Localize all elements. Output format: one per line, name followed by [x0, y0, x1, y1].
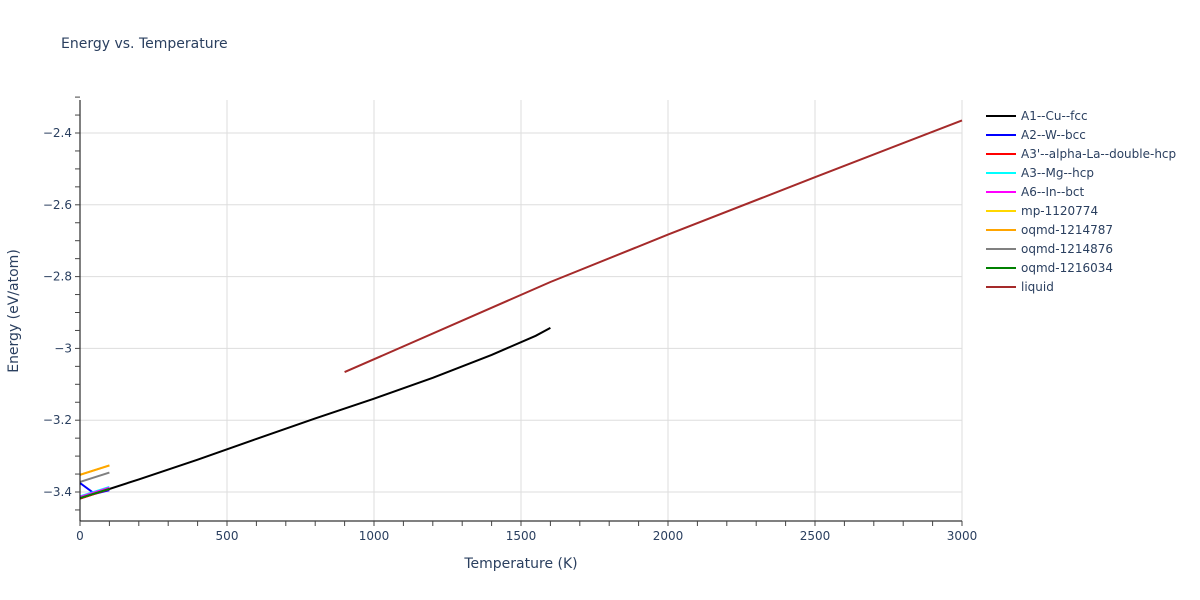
- data-traces: [79, 119, 963, 500]
- x-tick-label: 3000: [947, 529, 978, 543]
- legend-line-icon: [986, 266, 1016, 269]
- x-tick-label: 1000: [359, 529, 390, 543]
- legend-line-icon: [986, 190, 1016, 193]
- legend-line-icon: [986, 285, 1016, 288]
- y-tick-label: −2.4: [43, 126, 72, 140]
- legend-item[interactable]: oqmd-1216034: [986, 258, 1176, 277]
- legend-label: A6--In--bct: [1021, 184, 1085, 199]
- legend-line-icon: [986, 247, 1016, 250]
- y-tick-label: −3.4: [43, 485, 72, 499]
- legend-line-icon: [986, 171, 1016, 174]
- legend-item[interactable]: A6--In--bct: [986, 182, 1176, 201]
- x-axis-title: Temperature (K): [463, 556, 577, 572]
- trace-oqmd-1214876[interactable]: [79, 471, 110, 483]
- x-tick-label: 1500: [506, 529, 537, 543]
- y-tick-label: −2.6: [43, 198, 72, 212]
- legend-label: A3--Mg--hcp: [1021, 165, 1094, 180]
- axes: 0 500 1000 1500 2000 2500 3000 −3.4 −3.2 −3 −2.8 −2…: [43, 96, 978, 543]
- x-tick-label: 500: [216, 529, 239, 543]
- legend-item[interactable]: A2--W--bcc: [986, 125, 1176, 144]
- trace-oqmd-1214787[interactable]: [79, 464, 110, 476]
- legend-item[interactable]: A3--Mg--hcp: [986, 163, 1176, 182]
- trace-a6-in-bct[interactable]: [79, 486, 110, 498]
- legend-item[interactable]: liquid: [986, 277, 1176, 296]
- legend-item[interactable]: A3'--alpha-La--double-hcp: [986, 144, 1176, 163]
- legend-line-icon: [986, 228, 1016, 231]
- legend-line-icon: [986, 114, 1016, 117]
- chart-title: Energy vs. Temperature: [61, 36, 228, 52]
- gridlines: [80, 100, 963, 521]
- legend-label: liquid: [1021, 279, 1054, 294]
- legend-item[interactable]: mp-1120774: [986, 201, 1176, 220]
- legend-label: oqmd-1216034: [1021, 260, 1114, 275]
- legend-label: A1--Cu--fcc: [1021, 108, 1088, 123]
- x-tick-label: 2000: [653, 529, 684, 543]
- legend-line-icon: [986, 209, 1016, 212]
- x-tick-label: 2500: [800, 529, 831, 543]
- legend: A1--Cu--fcc A2--W--bcc A3'--alpha-La--doub…: [986, 106, 1176, 296]
- legend-label: mp-1120774: [1021, 203, 1099, 218]
- trace-a1-cu-fcc[interactable]: [79, 327, 551, 500]
- y-tick-label: −3: [54, 341, 72, 355]
- legend-label: oqmd-1214876: [1021, 241, 1114, 256]
- legend-label: oqmd-1214787: [1021, 222, 1114, 237]
- x-tick-label: 0: [76, 529, 84, 543]
- trace-oqmd-1216034[interactable]: [79, 487, 110, 500]
- y-tick-label: −2.8: [43, 270, 72, 284]
- legend-line-icon: [986, 152, 1016, 155]
- legend-line-icon: [986, 133, 1016, 136]
- legend-item[interactable]: oqmd-1214876: [986, 239, 1176, 258]
- y-tick-label: −3.2: [43, 413, 72, 427]
- trace-liquid[interactable]: [344, 119, 963, 374]
- legend-item[interactable]: oqmd-1214787: [986, 220, 1176, 239]
- legend-label: A3'--alpha-La--double-hcp: [1021, 146, 1177, 161]
- y-axis-title: Energy (eV/atom): [6, 249, 22, 373]
- legend-item[interactable]: A1--Cu--fcc: [986, 106, 1176, 125]
- legend-label: A2--W--bcc: [1021, 127, 1086, 142]
